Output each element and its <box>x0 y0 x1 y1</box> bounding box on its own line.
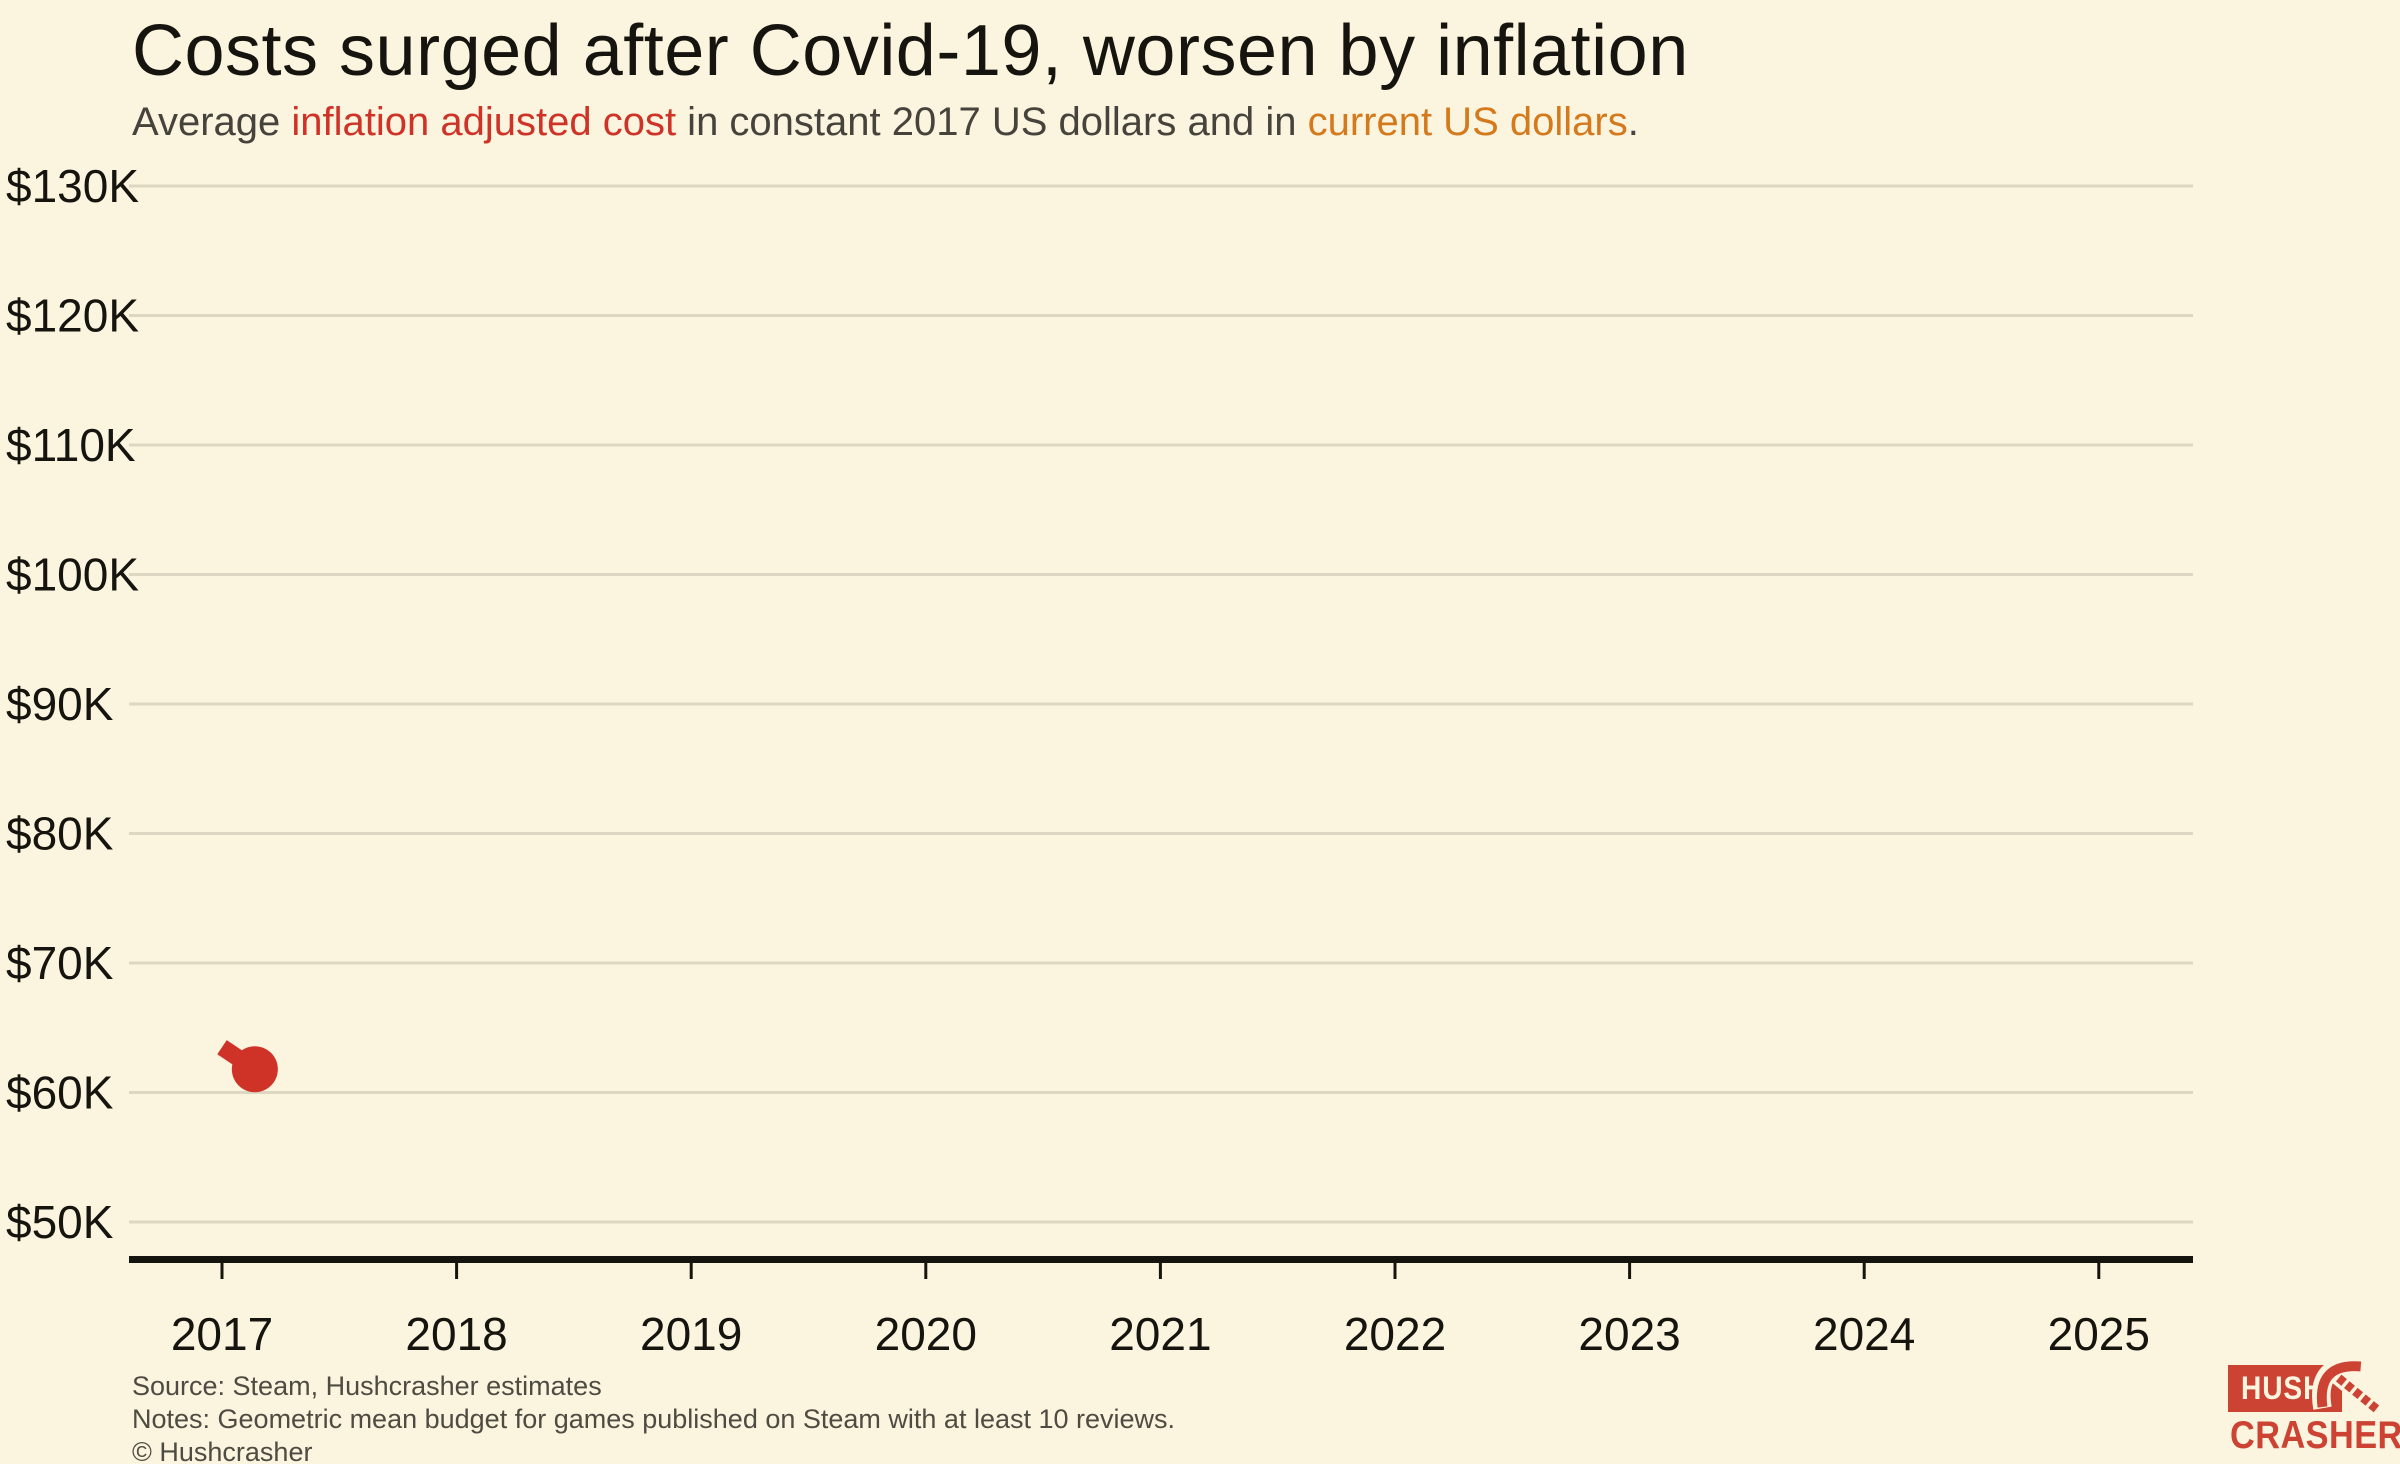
brand-logo-top-text: HUSH <box>2241 1370 2325 1406</box>
footer-copyright: © Hushcrasher <box>132 1437 313 1467</box>
chart-footer: Source: Steam, Hushcrasher estimates Not… <box>132 1370 1175 1469</box>
y-axis-label: $110K <box>6 419 136 471</box>
x-axis-label: 2018 <box>405 1308 507 1360</box>
chart-title: Costs surged after Covid-19, worsen by i… <box>132 11 1689 91</box>
subtitle-segment: Average <box>132 100 292 144</box>
brand-logo: HUSH CRASHER <box>2228 1356 2400 1460</box>
brand-logo-bottom-text: CRASHER <box>2230 1414 2400 1457</box>
subtitle-segment: . <box>1627 100 1639 144</box>
data-point-dot <box>231 1046 278 1093</box>
y-axis-label: $100K <box>6 549 139 601</box>
x-axis-label: 2019 <box>640 1308 742 1360</box>
x-axis-label: 2017 <box>171 1308 273 1360</box>
x-axis-label: 2021 <box>1109 1308 1211 1360</box>
footer-notes: Notes: Geometric mean budget for games p… <box>132 1404 1176 1434</box>
x-axis-label: 2025 <box>2048 1308 2150 1360</box>
subtitle-segment: in constant 2017 US dollars and in <box>676 100 1308 144</box>
x-axis-label: 2022 <box>1344 1308 1446 1360</box>
pickaxe-icon <box>2312 1356 2384 1414</box>
y-axis-label: $60K <box>6 1067 114 1119</box>
y-axis-label: $130K <box>6 160 139 212</box>
x-axis-label: 2023 <box>1578 1308 1680 1360</box>
subtitle-segment: inflation adjusted cost <box>291 100 677 144</box>
y-axis-label: $80K <box>6 808 114 860</box>
y-axis-label: $70K <box>6 937 114 989</box>
y-axis-label: $120K <box>6 290 139 342</box>
subtitle-segment: current US dollars <box>1307 100 1628 144</box>
y-axis-label: $90K <box>6 678 114 730</box>
footer-source: Source: Steam, Hushcrasher estimates <box>132 1371 602 1401</box>
y-axis-label: $50K <box>6 1196 114 1248</box>
x-axis-label: 2024 <box>1813 1308 1915 1360</box>
chart-subtitle: Average inflation adjusted cost in const… <box>132 100 1639 145</box>
x-axis-label: 2020 <box>875 1308 977 1360</box>
